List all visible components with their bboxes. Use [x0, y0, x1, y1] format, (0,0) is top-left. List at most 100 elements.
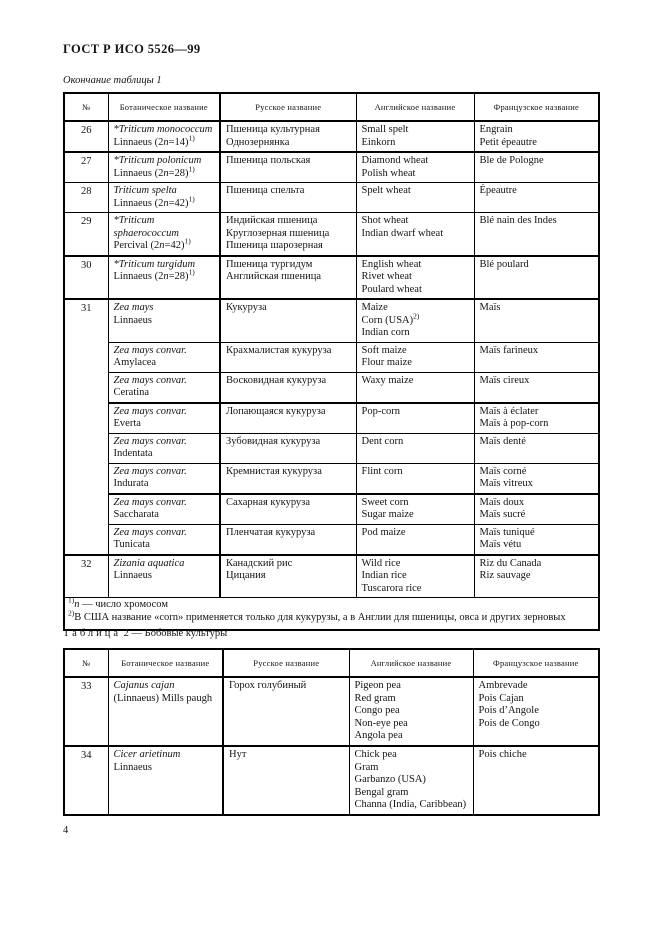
cell-botanical: Zea mays convar. Indurata [107, 462, 221, 495]
cell-english: Pod maize [355, 523, 475, 556]
cell-english: Flint corn [355, 462, 475, 495]
table-row: 27 *Triticum polonicum Linnaeus (2n=28)1) П… [63, 151, 600, 183]
text-line: Linnaeus (2n=14)1) [113, 133, 195, 148]
column-header-french: Французское название [472, 648, 600, 678]
text-line: Dent corn [361, 435, 404, 447]
text-line: Крахмалистая кукуруза [226, 344, 332, 356]
text-line: Однозернянка [226, 136, 290, 148]
cell-french: Maïs doux Maïs sucré [473, 493, 600, 525]
cell-russian: Пшеница польская [219, 151, 357, 183]
text-line: Linnaeus (2n=42)1) [113, 194, 195, 209]
cell-number: 33 [63, 676, 109, 747]
cell-english: English wheat Rivet wheat Poulard wheat [355, 255, 475, 300]
table-row: Zea mays convar. Ceratina Восковидная куку… [64, 371, 600, 404]
table2-caption-label: Таблица [63, 628, 122, 639]
column-header-french: Французское название [473, 92, 600, 122]
text-line: Polish wheat [361, 167, 416, 179]
text-line: Maize [361, 302, 388, 313]
cell-french: Riz du Canada Riz sauvage [473, 554, 600, 598]
text-line: Лопающаяся кукуруза [226, 405, 326, 417]
cell-number: 26 [63, 120, 109, 153]
cell-russian: Зубовидная кукуруза [219, 432, 357, 464]
cell-russian: Пшеница спельта [219, 182, 357, 213]
text-line: Pois Cajan [478, 692, 524, 704]
header-row: № Ботаническое название Русское название Ан… [63, 92, 600, 122]
table-row: 28 Triticum spelta Linnaeus (2n=42)1) Пшени… [63, 182, 600, 213]
cell-botanical: Zea mays convar. Tunicata [107, 523, 221, 556]
cell-botanical: Zea mays convar. Ceratina [107, 371, 221, 404]
cell-russian: Пшеница культурная Однозернянка [219, 120, 357, 153]
cell-french: Pois chiche [472, 745, 600, 816]
text-line: Maïs cireux [479, 374, 530, 386]
document-header: ГОСТ Р ИСО 5526—99 [63, 42, 201, 56]
column-header-english: Английское название [348, 648, 474, 678]
cell-russian: Канадский рис Цицания [219, 554, 357, 598]
cell-russian: Горох голубиный [222, 676, 350, 747]
cell-botanical: *Triticum monococcum Linnaeus (2n=14)1) [107, 120, 221, 153]
text-line: Corn (USA)2) [361, 311, 420, 326]
text-line: Кремнистая кукуруза [226, 465, 322, 477]
text-line: Saccharata [113, 509, 159, 520]
text-line: Maïs à éclater [479, 405, 539, 417]
column-header-english: Английское название [355, 92, 475, 122]
header-row: № Ботаническое название Русское название Ан… [63, 648, 600, 678]
text-line: Sugar maize [361, 509, 414, 520]
text-line: Maïs farineux [479, 344, 539, 356]
text-line: Zea mays convar. [113, 344, 187, 356]
text-line: Zea mays [113, 302, 154, 313]
cell-english: Waxy maize [355, 371, 475, 404]
text-line: Zea mays convar. [113, 374, 187, 386]
text-line: Riz du Canada [479, 557, 542, 569]
cell-english: Spelt wheat [355, 182, 475, 213]
cell-number: 30 [63, 255, 109, 300]
cell-french: Ble de Pologne [473, 151, 600, 183]
text-line: Tuscarora rice [361, 582, 422, 594]
text-line: Зубовидная кукуруза [226, 435, 321, 447]
text-line: Indian dwarf wheat [361, 227, 444, 239]
cell-botanical: Zea mays convar. Everta [107, 402, 221, 434]
text-line: Linnaeus [113, 570, 153, 581]
text-line: Pod maize [361, 526, 406, 538]
text-line: Engrain [479, 124, 513, 135]
cell-english: Small spelt Einkorn [355, 120, 475, 153]
text-line: Rivet wheat [361, 271, 412, 282]
table2-caption-title: 2 — Бобовые культуры [123, 628, 228, 639]
text-line: Восковидная кукуруза [226, 374, 327, 386]
text-line: English wheat [361, 258, 422, 270]
table-row: Zea mays convar. Everta Лопающаяся кукуруз… [64, 402, 600, 434]
cell-botanical: Cajanus cajan (Linnaeus) Mills paugh [107, 676, 224, 747]
cell-botanical: *Triticum sphaerococcum Percival (2n=42)1… [107, 212, 221, 257]
table-row: 26 *Triticum monococcum Linnaeus (2n=14)1)… [63, 120, 600, 153]
column-header-number: № [63, 92, 109, 122]
text-line: Пшеница культурная [226, 124, 320, 135]
text-line: Zea mays convar. [113, 405, 187, 417]
text-line: Linnaeus [113, 761, 153, 773]
cell-botanical: Zea mays convar. Indentata [107, 432, 221, 464]
cell-number: 31 [63, 298, 109, 556]
text-line: Indurata [113, 478, 149, 489]
text-line: Indian rice [361, 570, 407, 581]
text-line: Zea mays convar. [113, 496, 187, 508]
cell-russian: Крахмалистая кукуруза [219, 341, 357, 373]
text-line: Linnaeus [113, 314, 153, 326]
text-line: Flint corn [361, 465, 403, 477]
text-line: Zea mays convar. [113, 526, 187, 538]
cell-french: Engrain Petit épeautre [473, 120, 600, 153]
cell-number: 29 [63, 212, 109, 257]
text-line: Сахарная кукуруза [226, 496, 310, 508]
cell-french: Maïs à éclater Maïs à pop-corn [473, 402, 600, 434]
cell-french: Maïs cireux [473, 371, 600, 404]
text-line: Non-eye pea [354, 717, 408, 729]
table-row: 29 *Triticum sphaerococcum Percival (2n=42… [63, 212, 600, 257]
cell-english: Sweet corn Sugar maize [355, 493, 475, 525]
cell-french: Épeautre [473, 182, 600, 213]
table-row: Zea mays convar. Amylacea Крахмалистая кук… [64, 341, 600, 373]
text-line: Ble de Pologne [479, 155, 544, 166]
legume-crops-table: № Ботаническое название Русское название Ан… [63, 648, 600, 816]
cell-russian: Сахарная кукуруза [219, 493, 357, 525]
text-line: Cicer arietinum [113, 749, 181, 760]
cell-french: Maïs [473, 298, 600, 343]
cell-botanical: Zea mays convar. Amylacea [107, 341, 221, 373]
cell-botanical: Zizania aquatica Linnaeus [107, 554, 221, 598]
